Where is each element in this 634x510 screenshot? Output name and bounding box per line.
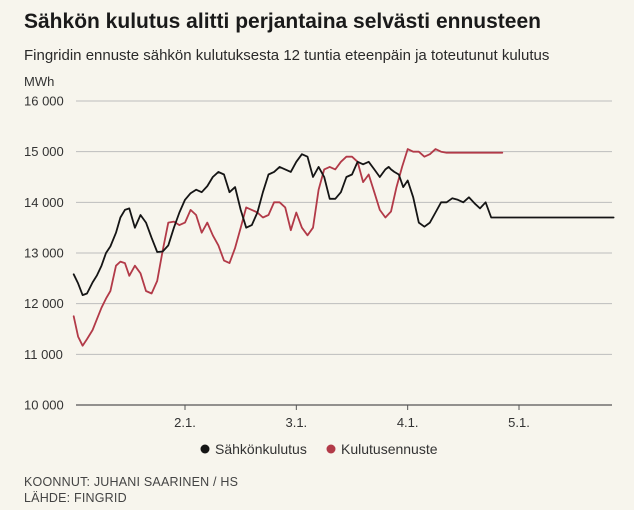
y-tick-label: 10 000 bbox=[24, 398, 64, 413]
credits: KOONNUT: JUHANI SAARINEN / HS LÄHDE: FIN… bbox=[24, 474, 238, 506]
legend-marker-forecast bbox=[326, 444, 336, 454]
line-chart: 10 000 11 000 12 000 13 000 14 000 15 000 16 0… bbox=[24, 74, 615, 457]
legend-label-forecast: Kulutusennuste bbox=[341, 441, 438, 457]
x-tick-label: 5.1. bbox=[508, 415, 530, 430]
x-tick-label: 4.1. bbox=[397, 415, 419, 430]
legend-label-consumption: Sähkönkulutus bbox=[215, 441, 307, 457]
chart-title: Sähkön kulutus alitti perjantaina selväs… bbox=[24, 10, 541, 33]
legend-marker-consumption bbox=[200, 444, 210, 454]
chart-subtitle: Fingridin ennuste sähkön kulutuksesta 12… bbox=[24, 47, 550, 64]
y-tick-label: 13 000 bbox=[24, 246, 64, 261]
y-tick-label: 12 000 bbox=[24, 296, 64, 311]
credit-author: KOONNUT: JUHANI SAARINEN / HS bbox=[24, 475, 239, 489]
y-tick-label: 14 000 bbox=[24, 195, 64, 210]
series-line-forecast bbox=[72, 148, 504, 347]
x-tick-label: 2.1. bbox=[174, 415, 196, 430]
series-line-consumption bbox=[72, 153, 615, 297]
y-tick-label: 11 000 bbox=[24, 347, 63, 362]
y-axis-label: MWh bbox=[24, 74, 54, 89]
credit-source: LÄHDE: FINGRID bbox=[24, 491, 127, 505]
y-tick-label: 15 000 bbox=[24, 144, 64, 159]
y-tick-label: 16 000 bbox=[24, 94, 64, 109]
x-tick-label: 3.1. bbox=[285, 415, 307, 430]
